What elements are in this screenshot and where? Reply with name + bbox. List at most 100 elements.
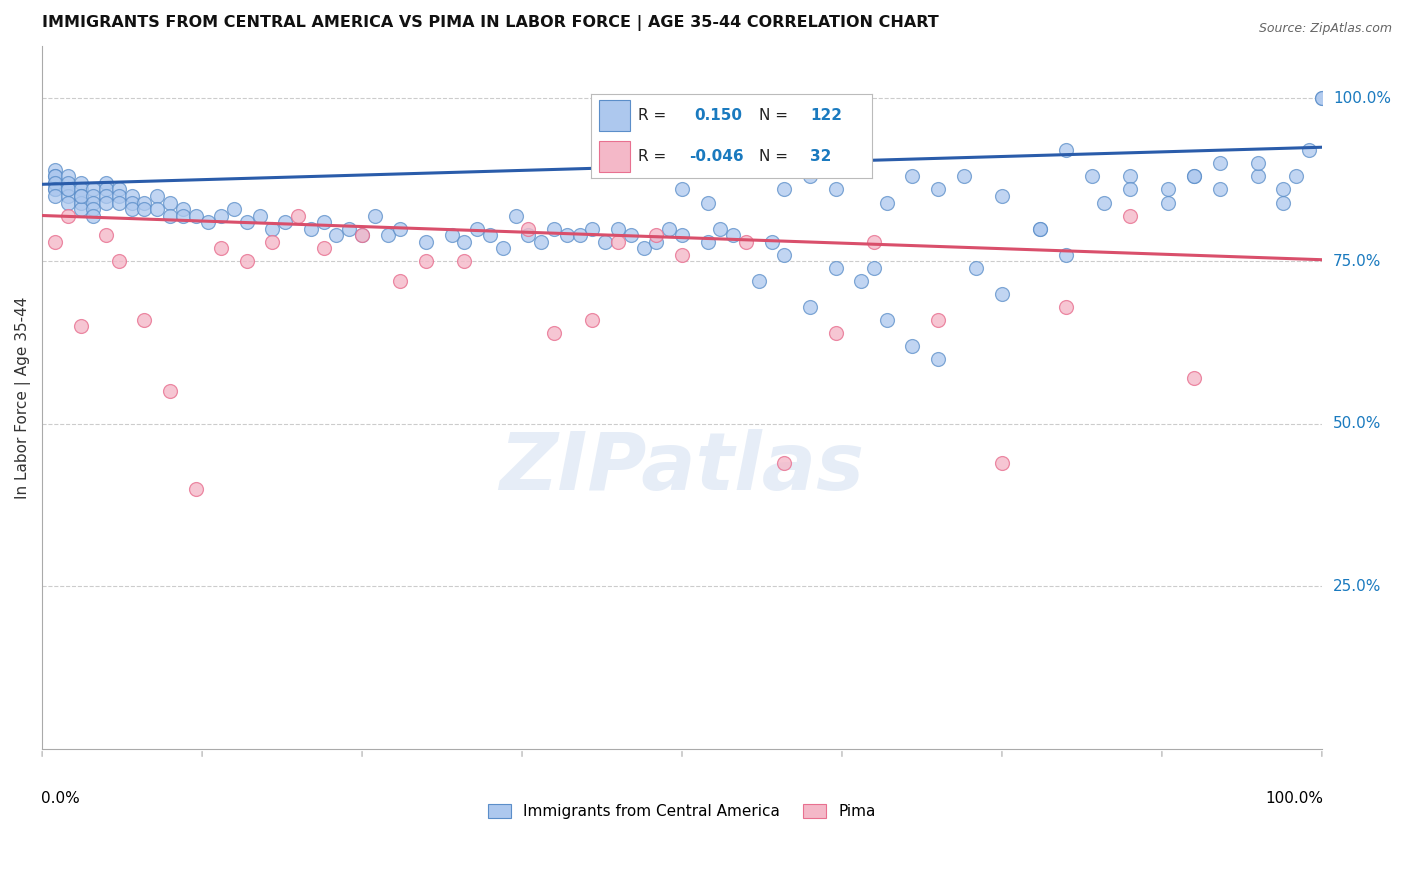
- Point: [530, 235, 553, 249]
- Point: [352, 227, 374, 242]
- Text: N =: N =: [759, 108, 789, 123]
- Point: [69, 176, 91, 190]
- Point: [735, 235, 758, 249]
- Point: [901, 338, 924, 352]
- Point: [82, 195, 104, 210]
- Point: [1054, 247, 1077, 261]
- Point: [121, 189, 143, 203]
- Text: -0.046: -0.046: [689, 149, 744, 164]
- Point: [517, 227, 540, 242]
- Point: [1029, 221, 1052, 235]
- Point: [184, 209, 207, 223]
- Point: [44, 163, 66, 178]
- Point: [1310, 91, 1333, 105]
- Point: [543, 326, 565, 340]
- Point: [773, 182, 796, 196]
- Point: [735, 136, 758, 151]
- Point: [901, 169, 924, 184]
- Point: [56, 176, 79, 190]
- Point: [555, 227, 578, 242]
- Point: [44, 169, 66, 184]
- Point: [1182, 371, 1205, 385]
- Point: [172, 202, 194, 216]
- Point: [44, 182, 66, 196]
- Point: [337, 221, 360, 235]
- Point: [94, 189, 117, 203]
- Point: [69, 195, 91, 210]
- Point: [415, 235, 437, 249]
- Point: [69, 189, 91, 203]
- Point: [274, 215, 297, 229]
- Point: [773, 456, 796, 470]
- Point: [991, 286, 1014, 301]
- Point: [44, 235, 66, 249]
- Point: [863, 260, 886, 275]
- Point: [927, 182, 949, 196]
- Point: [236, 254, 259, 268]
- Point: [172, 209, 194, 223]
- Point: [159, 195, 181, 210]
- Point: [453, 254, 475, 268]
- Point: [209, 241, 232, 255]
- Point: [56, 182, 79, 196]
- Point: [671, 247, 693, 261]
- Point: [389, 221, 412, 235]
- Point: [492, 241, 515, 255]
- Point: [748, 273, 770, 287]
- Point: [1298, 144, 1320, 158]
- Point: [991, 456, 1014, 470]
- Point: [94, 195, 117, 210]
- Point: [620, 227, 643, 242]
- Point: [453, 235, 475, 249]
- Point: [44, 169, 66, 184]
- Point: [1029, 221, 1052, 235]
- Point: [440, 227, 463, 242]
- Text: 50.0%: 50.0%: [1333, 416, 1381, 431]
- Point: [965, 260, 987, 275]
- Point: [479, 227, 502, 242]
- Point: [1080, 169, 1102, 184]
- Point: [184, 482, 207, 496]
- Point: [108, 182, 131, 196]
- Point: [146, 202, 169, 216]
- Point: [249, 209, 271, 223]
- Point: [1247, 156, 1270, 170]
- Point: [159, 209, 181, 223]
- Point: [799, 300, 821, 314]
- Point: [568, 227, 591, 242]
- Point: [44, 176, 66, 190]
- Text: 100.0%: 100.0%: [1333, 91, 1391, 106]
- Point: [312, 215, 335, 229]
- Point: [299, 221, 322, 235]
- Point: [1182, 169, 1205, 184]
- Point: [1092, 195, 1115, 210]
- Point: [1157, 195, 1180, 210]
- Text: 25.0%: 25.0%: [1333, 579, 1381, 594]
- Point: [1208, 156, 1230, 170]
- Point: [82, 209, 104, 223]
- Text: 75.0%: 75.0%: [1333, 253, 1381, 268]
- Point: [581, 221, 603, 235]
- Point: [465, 221, 488, 235]
- Point: [159, 384, 181, 398]
- Point: [1310, 91, 1333, 105]
- Point: [927, 351, 949, 366]
- Point: [209, 209, 232, 223]
- Point: [121, 195, 143, 210]
- Point: [262, 221, 284, 235]
- Point: [517, 221, 540, 235]
- Point: [197, 215, 219, 229]
- Point: [222, 202, 245, 216]
- Text: 32: 32: [810, 149, 831, 164]
- Y-axis label: In Labor Force | Age 35-44: In Labor Force | Age 35-44: [15, 296, 31, 499]
- Point: [1119, 209, 1142, 223]
- Point: [593, 235, 616, 249]
- Point: [876, 195, 898, 210]
- Point: [709, 221, 731, 235]
- Point: [56, 209, 79, 223]
- Point: [505, 209, 527, 223]
- FancyBboxPatch shape: [599, 101, 630, 131]
- Point: [645, 235, 668, 249]
- Point: [121, 202, 143, 216]
- Point: [94, 176, 117, 190]
